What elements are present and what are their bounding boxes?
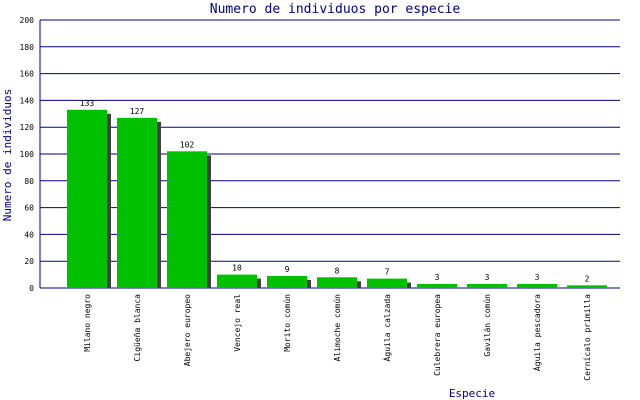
- x-tick-label: Cigüeña blanca: [133, 294, 142, 362]
- bar: [417, 283, 457, 288]
- x-axis-title: Especie: [449, 387, 495, 400]
- value-label: 9: [285, 265, 290, 274]
- x-tick-label: Cernícalo primilla: [583, 294, 592, 381]
- value-label: 127: [130, 107, 145, 116]
- y-tick-label: 200: [20, 16, 35, 25]
- value-label: 3: [485, 273, 490, 282]
- value-label: 3: [535, 273, 540, 282]
- y-tick-label: 0: [29, 284, 34, 293]
- value-label: 133: [80, 99, 95, 108]
- y-tick-label: 180: [20, 43, 35, 52]
- x-tick-label: Águila calzada: [381, 294, 392, 362]
- x-tick-label: Águila pescadora: [531, 294, 542, 371]
- x-tick-label: Milano negro: [83, 294, 92, 352]
- bar: [467, 283, 507, 288]
- bar: [367, 278, 407, 288]
- bar: [117, 117, 157, 288]
- y-tick-label: 80: [24, 177, 34, 186]
- bar: [67, 109, 107, 288]
- y-tick-label: 60: [24, 204, 34, 213]
- x-tick-label: Abejero europeo: [183, 294, 192, 366]
- y-tick-label: 100: [20, 150, 35, 159]
- y-tick-label: 160: [20, 70, 35, 79]
- x-tick-label: Gavilán común: [483, 294, 492, 357]
- value-label: 7: [385, 268, 390, 277]
- bar: [267, 275, 307, 288]
- value-label: 10: [232, 264, 242, 273]
- value-label: 102: [180, 140, 195, 149]
- value-label: 3: [435, 273, 440, 282]
- x-tick-label: Vencejo real: [233, 294, 242, 352]
- y-tick-label: 120: [20, 123, 35, 132]
- bar: [217, 274, 257, 288]
- bar: [517, 283, 557, 288]
- bar: [317, 277, 357, 288]
- value-label: 8: [335, 266, 340, 275]
- y-tick-label: 20: [24, 257, 34, 266]
- y-axis-title: Numero de individuos: [1, 89, 14, 221]
- bar: [567, 285, 607, 288]
- bar: [167, 151, 207, 288]
- x-tick-label: Alimoche común: [333, 294, 342, 362]
- chart-title: Numero de individuos por especie: [210, 2, 461, 17]
- y-tick-label: 40: [24, 230, 34, 239]
- x-tick-label: Morito común: [283, 294, 292, 352]
- value-label: 2: [585, 274, 590, 283]
- x-tick-label: Culebrera europea: [433, 294, 442, 376]
- y-tick-label: 140: [20, 96, 35, 105]
